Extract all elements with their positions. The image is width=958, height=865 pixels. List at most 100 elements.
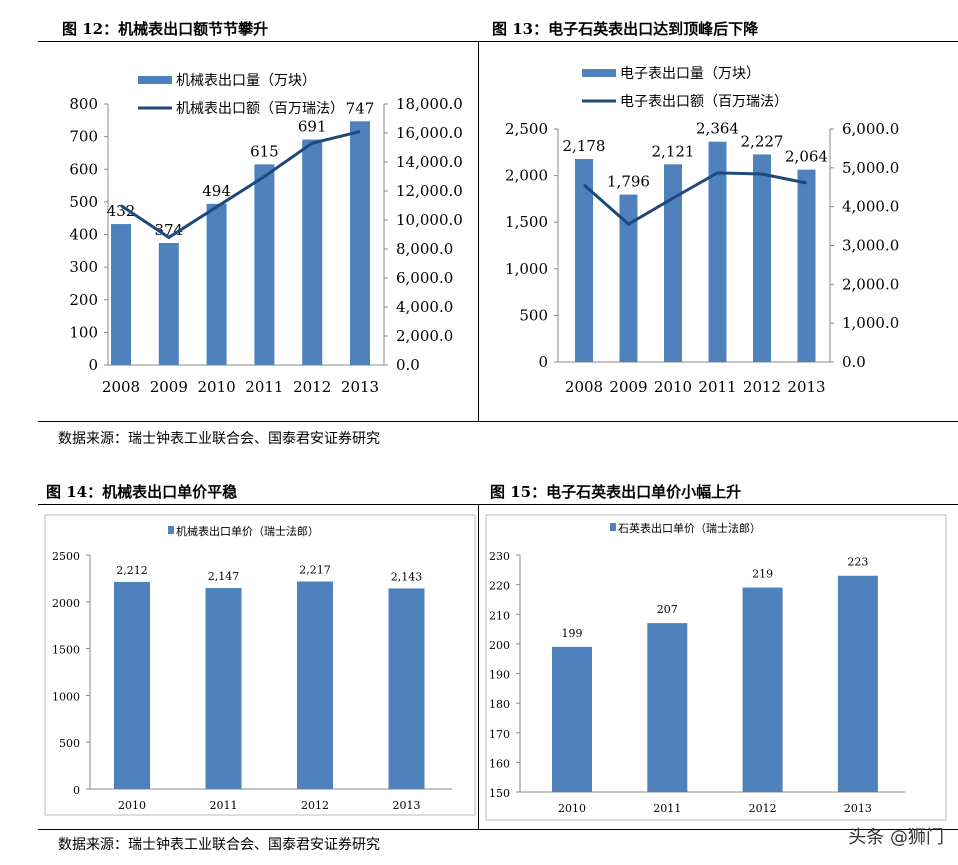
data-label: 2,364 xyxy=(696,120,739,138)
y-tick-label: 500 xyxy=(519,306,548,324)
y-tick-label: 170 xyxy=(489,728,510,741)
x-tick-label: 2012 xyxy=(301,799,329,812)
y2-tick-label: 16,000.0 xyxy=(396,124,463,142)
y-tick-label: 1,500 xyxy=(505,213,548,231)
bar xyxy=(206,203,227,365)
legend-label: 机械表出口单价（瑞士法郎） xyxy=(176,524,319,538)
source-note: 数据来源：瑞士钟表工业联合会、国泰君安证券研究 xyxy=(58,431,380,447)
y-tick-label: 1000 xyxy=(52,690,80,703)
data-label: 2,064 xyxy=(785,148,828,166)
x-tick-label: 2009 xyxy=(150,378,188,396)
data-label: 2,217 xyxy=(299,563,331,576)
data-label: 2,143 xyxy=(391,570,423,583)
data-label: 223 xyxy=(847,556,868,569)
x-tick-label: 2011 xyxy=(210,799,238,812)
y-tick-label: 150 xyxy=(489,787,510,800)
bar xyxy=(254,164,275,365)
y2-tick-label: 6,000.0 xyxy=(842,120,899,138)
bar xyxy=(114,581,150,789)
y-tick-label: 1500 xyxy=(52,644,80,657)
y-tick-label: 2500 xyxy=(52,550,80,563)
y-tick-label: 160 xyxy=(489,757,510,770)
bar xyxy=(619,194,638,362)
x-tick-label: 2012 xyxy=(743,378,781,396)
y-tick-label: 0 xyxy=(538,353,548,371)
y2-tick-label: 0.0 xyxy=(396,356,420,374)
y-tick-label: 2,500 xyxy=(505,120,548,138)
x-tick-label: 2012 xyxy=(293,378,331,396)
y-tick-label: 230 xyxy=(489,550,510,563)
legend-bar-swatch xyxy=(610,523,616,531)
data-label: 2,227 xyxy=(741,132,784,150)
plot-frame xyxy=(485,514,947,821)
data-label: 615 xyxy=(250,142,279,160)
data-label: 2,178 xyxy=(563,137,606,155)
bar xyxy=(664,164,682,362)
y-tick-label: 0 xyxy=(73,784,80,797)
data-label: 219 xyxy=(752,568,773,581)
watermark: 头条 @狮门 xyxy=(848,827,944,848)
y-tick-label: 700 xyxy=(69,128,98,146)
y-tick-label: 210 xyxy=(489,609,510,622)
data-label: 432 xyxy=(107,202,136,220)
bar xyxy=(205,588,242,789)
y-tick-label: 1,000 xyxy=(505,260,548,278)
fig12-title: 图 12：机械表出口额节节攀升 xyxy=(62,20,269,38)
line-series xyxy=(120,130,361,240)
bar xyxy=(647,623,688,792)
x-tick-label: 2011 xyxy=(653,802,681,815)
bar xyxy=(158,242,179,365)
x-tick-label: 2010 xyxy=(118,799,146,812)
data-label: 2,147 xyxy=(208,570,240,583)
legend-label: 电子表出口量（万块） xyxy=(620,66,760,82)
y-tick-label: 300 xyxy=(69,258,98,276)
x-tick-label: 2010 xyxy=(198,378,236,396)
data-label: 1,796 xyxy=(607,173,650,191)
x-tick-label: 2013 xyxy=(787,378,825,396)
x-tick-label: 2008 xyxy=(565,378,603,396)
y-tick-label: 200 xyxy=(489,639,510,652)
y2-tick-label: 3,000.0 xyxy=(842,237,899,255)
bar xyxy=(575,159,593,362)
y-tick-label: 190 xyxy=(489,669,510,682)
y2-tick-label: 2,000.0 xyxy=(396,327,453,345)
bar xyxy=(797,169,816,362)
y2-tick-label: 2,000.0 xyxy=(842,275,899,293)
bar xyxy=(350,121,370,365)
legend-label: 机械表出口额（百万瑞法） xyxy=(176,101,344,117)
bar xyxy=(708,141,727,362)
divider xyxy=(38,421,958,422)
plot-frame xyxy=(44,514,476,816)
data-label: 691 xyxy=(298,118,327,136)
x-tick-label: 2011 xyxy=(698,378,736,396)
y-tick-label: 500 xyxy=(69,193,98,211)
legend-label: 电子表出口额（百万瑞法） xyxy=(620,94,788,110)
x-tick-label: 2013 xyxy=(844,802,872,815)
y-tick-label: 220 xyxy=(489,580,510,593)
fig15-title: 图 15：电子石英表出口单价小幅上升 xyxy=(490,483,742,501)
y2-tick-label: 5,000.0 xyxy=(842,159,899,177)
y2-tick-label: 18,000.0 xyxy=(396,95,463,113)
divider xyxy=(38,829,958,830)
x-tick-label: 2013 xyxy=(341,378,379,396)
x-tick-label: 2008 xyxy=(102,378,140,396)
y-tick-label: 600 xyxy=(69,160,98,178)
y-tick-label: 100 xyxy=(69,323,98,341)
y-tick-label: 180 xyxy=(489,698,510,711)
x-tick-label: 2010 xyxy=(654,378,692,396)
y-tick-label: 2,000 xyxy=(505,167,548,185)
data-label: 207 xyxy=(657,603,678,616)
legend-label: 石英表出口单价（瑞士法郎） xyxy=(618,521,761,535)
x-tick-label: 2012 xyxy=(749,802,777,815)
divider xyxy=(478,504,479,829)
divider xyxy=(38,504,958,505)
data-label: 747 xyxy=(346,99,375,117)
legend-bar-swatch xyxy=(168,526,174,534)
y-tick-label: 800 xyxy=(69,95,98,113)
y2-tick-label: 12,000.0 xyxy=(396,182,463,200)
y2-tick-label: 0.0 xyxy=(842,353,866,371)
bar xyxy=(388,588,425,789)
data-label: 2,212 xyxy=(116,564,148,577)
legend-label: 机械表出口量（万块） xyxy=(176,73,316,89)
